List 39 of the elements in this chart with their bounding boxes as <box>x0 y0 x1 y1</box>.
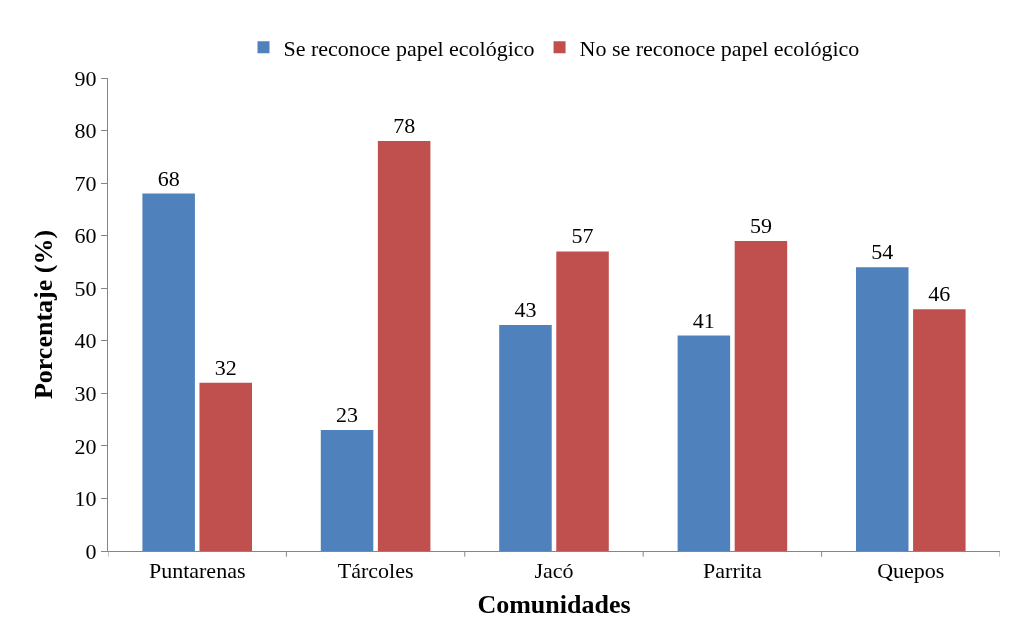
x-tick-label: Tárcoles <box>337 558 414 584</box>
legend-label: Se reconoce papel ecológico <box>283 35 535 61</box>
y-tick-label: 40 <box>74 328 97 354</box>
x-axis-title: Comunidades <box>477 590 631 620</box>
y-tick-label: 60 <box>74 223 97 249</box>
x-tick-label: Quepos <box>877 558 945 584</box>
bar <box>499 325 552 551</box>
data-label: 54 <box>871 239 894 265</box>
data-label: 23 <box>336 402 359 428</box>
bar <box>913 309 966 551</box>
data-label: 41 <box>692 307 715 333</box>
bar <box>556 251 609 551</box>
bar <box>734 240 788 551</box>
y-tick-label: 10 <box>74 486 97 512</box>
data-label: 32 <box>214 354 237 380</box>
bar <box>377 141 431 551</box>
x-tick-label: Jacó <box>534 558 574 584</box>
data-label: 46 <box>928 281 951 307</box>
data-label: 68 <box>157 165 180 191</box>
legend-label: No se reconoce papel ecológico <box>579 35 860 61</box>
bar <box>142 193 195 551</box>
y-tick-label: 30 <box>74 381 97 407</box>
y-tick-label: 50 <box>74 275 97 301</box>
data-label: 59 <box>749 212 772 238</box>
y-tick-label: 80 <box>74 118 97 144</box>
y-axis-title: Porcentaje (%) <box>29 229 58 400</box>
y-tick-label: 90 <box>74 65 97 91</box>
x-tick-label: Parrita <box>703 558 762 584</box>
data-label: 43 <box>514 297 537 323</box>
y-tick-label: 0 <box>85 538 97 564</box>
data-label: 78 <box>393 113 416 139</box>
data-label: 57 <box>571 223 594 249</box>
x-tick-label: Puntarenas <box>148 558 246 584</box>
bar <box>856 267 909 551</box>
bar <box>199 382 252 551</box>
bar <box>677 335 731 551</box>
y-tick-label: 70 <box>74 170 97 196</box>
y-tick-label: 20 <box>74 433 97 459</box>
bar <box>320 430 374 551</box>
